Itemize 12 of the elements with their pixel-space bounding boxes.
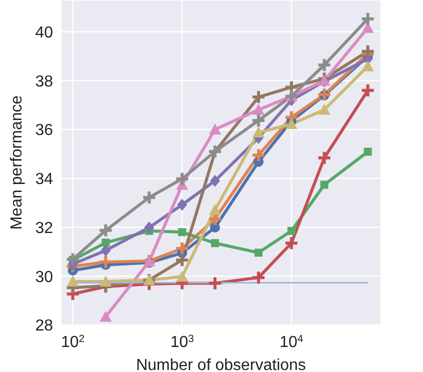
y-tick-label: 32 — [35, 220, 54, 237]
y-tick-label: 36 — [35, 122, 54, 140]
x-tick-label: 10$^{4}$ — [280, 334, 304, 351]
y-tick-label: 28 — [35, 318, 54, 335]
y-tick-label: 38 — [35, 73, 54, 90]
x-axis-title: Number of observations — [136, 357, 306, 372]
y-axis-title: Mean performance — [8, 95, 26, 230]
x-tick-label: 10$^{3}$ — [170, 334, 194, 351]
y-tick-label: 30 — [35, 268, 54, 286]
y-tick-label: 40 — [35, 24, 54, 42]
y-tick-label: 34 — [35, 171, 54, 188]
x-tick-label: 10$^{2}$ — [61, 334, 85, 351]
